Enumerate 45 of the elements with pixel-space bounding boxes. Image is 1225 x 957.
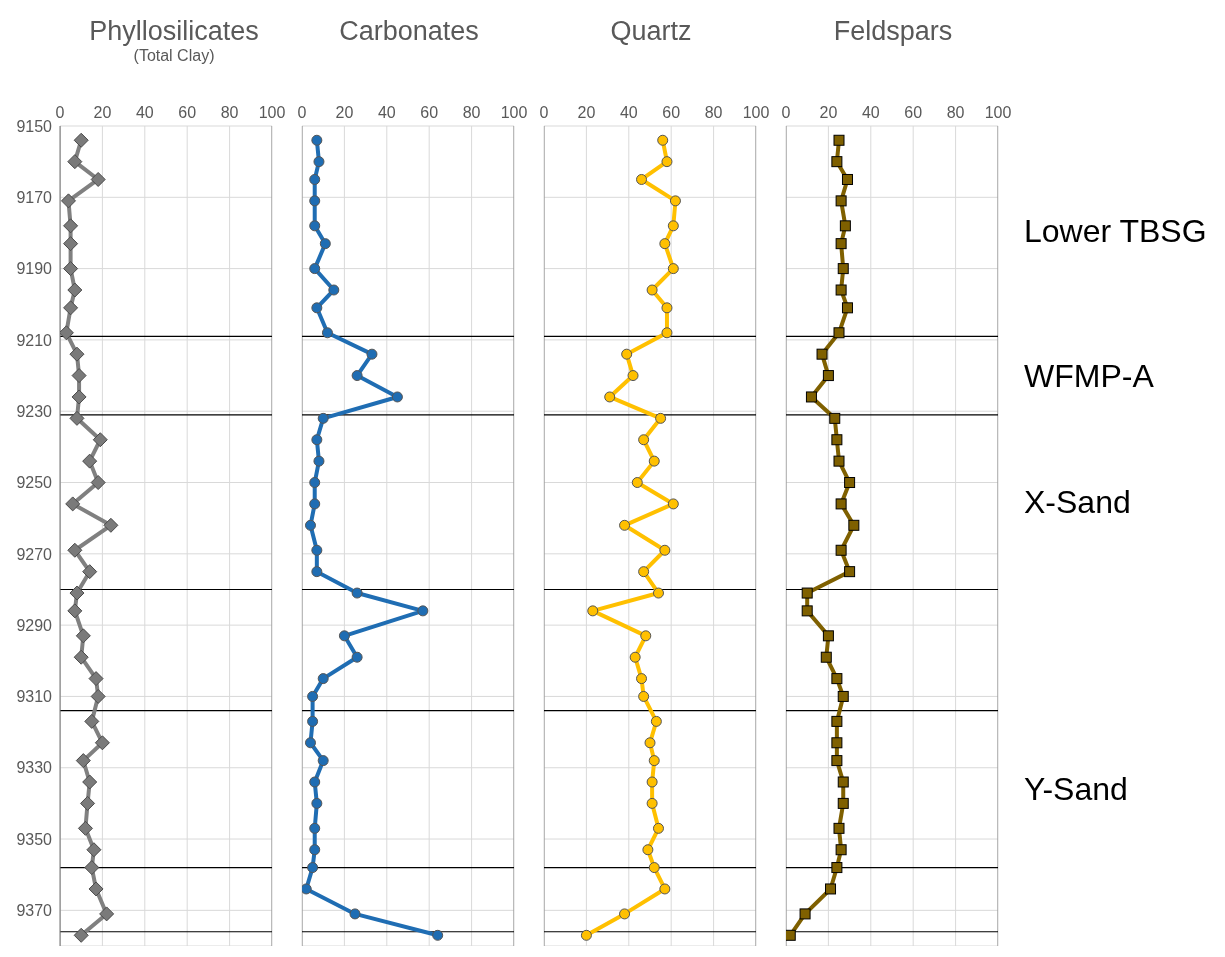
- x-tick-label: 40: [135, 104, 154, 121]
- y-tick-label: 9170: [16, 188, 53, 206]
- x-tick-label: 60: [420, 104, 439, 121]
- y-tick-label: 9350: [16, 830, 53, 848]
- chart-title: Quartz: [609, 15, 693, 47]
- text: Y-Sand: [1024, 770, 1128, 810]
- x-tick-label: 20: [577, 104, 596, 121]
- x-tick-label: 100: [500, 104, 528, 121]
- x-tick-label: 100: [258, 104, 286, 121]
- y-tick-label: 9210: [16, 331, 53, 349]
- x-tick-label: 80: [946, 104, 965, 121]
- x-tick-label: 0: [781, 104, 791, 121]
- text: Lower TBSG: [1024, 212, 1207, 252]
- text: WFMP-A: [1024, 356, 1154, 396]
- y-tick-label: 9330: [16, 759, 53, 777]
- x-tick-label: 80: [704, 104, 723, 121]
- chart-title: Phyllosilicates: [88, 15, 260, 47]
- y-tick-label: 9230: [16, 402, 53, 420]
- x-tick-label: 60: [662, 104, 681, 121]
- x-tick-label: 0: [55, 104, 65, 121]
- x-tick-label: 80: [220, 104, 239, 121]
- y-tick-label: 9190: [16, 260, 53, 278]
- x-tick-label: 20: [335, 104, 354, 121]
- x-tick-label: 20: [819, 104, 838, 121]
- x-tick-label: 0: [297, 104, 307, 121]
- text: X-Sand: [1024, 483, 1131, 523]
- y-tick-label: 9370: [16, 902, 53, 920]
- x-tick-label: 60: [178, 104, 197, 121]
- y-tick-label: 9250: [16, 474, 53, 492]
- x-tick-label: 100: [742, 104, 770, 121]
- x-tick-label: 0: [539, 104, 549, 121]
- y-tick-label: 9270: [16, 545, 53, 563]
- x-tick-label: 40: [861, 104, 880, 121]
- x-tick-label: 80: [462, 104, 481, 121]
- y-tick-label: 9290: [16, 616, 53, 634]
- x-tick-label: 40: [377, 104, 396, 121]
- chart-title: Feldspars: [832, 15, 954, 47]
- x-tick-label: 60: [904, 104, 923, 121]
- x-tick-label: 20: [93, 104, 112, 121]
- x-tick-label: 100: [984, 104, 1012, 121]
- chart-title: Carbonates: [338, 15, 480, 47]
- y-tick-label: 9310: [16, 688, 53, 706]
- x-tick-label: 40: [619, 104, 638, 121]
- chart-subtitle: (Total Clay): [132, 47, 216, 65]
- y-tick-label: 9150: [16, 117, 53, 135]
